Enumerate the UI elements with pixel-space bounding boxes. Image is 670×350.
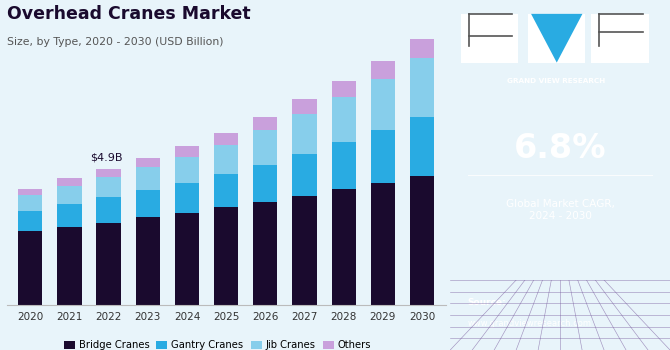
Text: Source:: Source: — [468, 298, 507, 307]
Bar — [18, 189, 42, 195]
Text: 6.8%: 6.8% — [514, 132, 606, 165]
Bar — [135, 158, 160, 167]
Text: Overhead Cranes Market: Overhead Cranes Market — [7, 5, 251, 23]
FancyBboxPatch shape — [461, 14, 518, 63]
Bar — [253, 202, 277, 304]
Bar — [371, 61, 395, 78]
Legend: Bridge Cranes, Gantry Cranes, Jib Cranes, Others: Bridge Cranes, Gantry Cranes, Jib Cranes… — [60, 336, 375, 350]
Bar — [96, 168, 121, 177]
Bar — [371, 182, 395, 304]
Bar — [332, 189, 356, 304]
Bar — [18, 231, 42, 304]
Bar — [292, 114, 317, 154]
Bar — [332, 81, 356, 97]
FancyBboxPatch shape — [592, 14, 649, 63]
Polygon shape — [531, 14, 582, 63]
Bar — [135, 190, 160, 217]
Bar — [332, 142, 356, 189]
Bar — [175, 146, 199, 156]
Bar — [292, 196, 317, 304]
Text: Size, by Type, 2020 - 2030 (USD Billion): Size, by Type, 2020 - 2030 (USD Billion) — [7, 37, 223, 47]
Text: Global Market CAGR,
2024 - 2030: Global Market CAGR, 2024 - 2030 — [506, 199, 614, 221]
Bar — [57, 204, 82, 226]
Bar — [96, 177, 121, 197]
Bar — [371, 130, 395, 182]
Bar — [175, 182, 199, 212]
Bar — [214, 174, 239, 207]
Bar — [292, 154, 317, 196]
Bar — [57, 178, 82, 186]
Bar — [214, 145, 239, 174]
Bar — [57, 186, 82, 204]
Text: $4.9B: $4.9B — [90, 153, 123, 162]
Bar — [96, 223, 121, 304]
Bar — [175, 212, 199, 304]
Bar — [18, 195, 42, 210]
Bar — [410, 176, 434, 304]
FancyBboxPatch shape — [528, 14, 586, 63]
Bar — [253, 164, 277, 202]
Bar — [18, 210, 42, 231]
Text: GRAND VIEW RESEARCH: GRAND VIEW RESEARCH — [507, 78, 605, 84]
Bar — [135, 217, 160, 304]
Bar — [410, 117, 434, 176]
Bar — [175, 156, 199, 182]
Text: www.grandviewresearch.com: www.grandviewresearch.com — [468, 319, 592, 328]
Bar — [253, 117, 277, 130]
Bar — [96, 197, 121, 223]
Bar — [371, 78, 395, 130]
Bar — [410, 38, 434, 58]
Bar — [410, 58, 434, 117]
Bar — [135, 167, 160, 190]
Bar — [292, 99, 317, 114]
Bar — [57, 226, 82, 304]
Bar — [214, 133, 239, 145]
Bar — [253, 130, 277, 164]
Bar — [214, 207, 239, 304]
Bar — [332, 97, 356, 142]
